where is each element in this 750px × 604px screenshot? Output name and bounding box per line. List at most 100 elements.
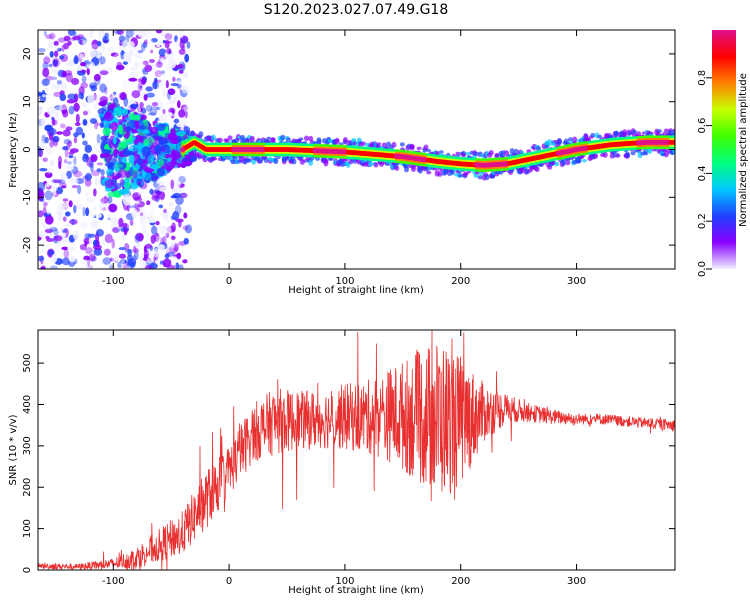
spectrogram-noise-blob	[87, 108, 92, 115]
spectrogram-noise-blob	[49, 265, 58, 269]
colorbar-label: Normalized spectral amplitude	[738, 73, 749, 227]
spectrogram-noise-blob	[141, 62, 146, 70]
spectrogram-noise-blob	[53, 44, 61, 51]
spectrogram-noise-blob	[159, 113, 168, 122]
spectrogram-noise-blob	[118, 45, 124, 51]
spectrogram-noise-blob	[164, 138, 171, 144]
spectrogram-noise-blob	[156, 167, 166, 177]
spectrogram-noise-blob	[54, 64, 59, 75]
spectrogram-noise-blob	[45, 235, 50, 240]
spectrogram-halo	[625, 151, 631, 158]
spectrogram-noise-blob	[41, 265, 46, 269]
spectrogram-halo	[342, 137, 348, 144]
spectrogram-noise-blob	[149, 59, 155, 64]
spectrogram-halo	[212, 157, 218, 161]
spectrogram-noise-blob	[128, 154, 135, 164]
spectrogram-noise-blob	[90, 213, 96, 218]
spectrogram-noise-blob	[71, 218, 75, 226]
spectrogram-noise-blob	[115, 64, 125, 71]
spectrogram-noise-blob	[65, 126, 73, 131]
spectrogram-noise-blob	[181, 37, 188, 44]
figure-title: S120.2023.027.07.49.G18	[264, 2, 449, 18]
spectrogram-noise-blob	[44, 215, 54, 225]
spectrogram-noise-blob	[116, 30, 124, 36]
spectrogram-noise-blob	[64, 148, 69, 158]
spectrogram-noise-blob	[177, 264, 184, 269]
spectrogram-halo	[249, 138, 255, 142]
spectrogram-noise-blob	[154, 70, 163, 78]
spectrogram-noise-blob	[95, 213, 102, 219]
spectrogram-noise-blob	[138, 125, 148, 130]
spectrogram-noise-blob	[99, 198, 108, 203]
spectrogram-halo	[190, 153, 196, 157]
spectrogram-noise-blob	[96, 40, 102, 47]
spectrogram-noise-blob	[133, 248, 140, 254]
spectrogram-noise-blob	[147, 154, 155, 165]
spectrogram-noise-blob	[82, 206, 86, 217]
spectrogram-noise-blob	[93, 244, 102, 251]
spectrogram-noise-blob	[170, 241, 175, 249]
spectrogram-noise-blob	[95, 51, 102, 59]
spectrogram-halo	[438, 150, 444, 154]
spectrogram-noise-blob	[93, 188, 97, 197]
spectrogram-noise-blob	[63, 42, 69, 50]
spectrogram-noise-blob	[141, 165, 149, 170]
x-tick-label: 0	[226, 276, 232, 287]
colorbar-tick-label: 0.0	[697, 261, 708, 277]
spectrogram-noise-blob	[100, 169, 105, 176]
y-tick-label: -10	[22, 189, 33, 205]
spectrogram-noise-blob	[53, 235, 63, 242]
spectrogram-noise-blob	[62, 109, 69, 118]
spectrogram-noise-blob	[146, 200, 151, 206]
spectrogram-noise-blob	[105, 168, 114, 176]
spectrogram-noise-blob	[123, 228, 128, 236]
spectrogram-noise-blob	[61, 257, 71, 266]
spectrogram-noise-blob	[132, 245, 137, 254]
spectrogram-noise-blob	[113, 30, 122, 35]
spectrogram-noise-blob	[170, 179, 175, 190]
x-tick-label: 300	[567, 276, 586, 287]
spectrogram-noise-blob	[166, 186, 170, 195]
spectrogram-noise-blob	[107, 191, 117, 198]
spectrogram-noise-blob	[118, 118, 124, 125]
spectrogram-noise-blob	[147, 38, 153, 44]
spectrogram-noise-blob	[102, 36, 110, 44]
spectrogram-noise-blob	[164, 101, 171, 106]
spectrogram-noise-blob	[104, 179, 115, 189]
spectrogram-halo	[477, 175, 483, 180]
spectrogram-halo	[461, 152, 467, 158]
spectrogram-noise-blob	[82, 118, 88, 126]
spectrogram-halo	[561, 159, 567, 167]
spectrogram-halo	[488, 149, 494, 156]
spectrogram-noise-blob	[81, 222, 88, 227]
spectrogram-noise-blob	[174, 204, 182, 215]
spectrogram-noise-blob	[88, 253, 96, 262]
spectrogram-halo	[663, 128, 669, 133]
spectrogram-halo	[210, 134, 216, 141]
spectrogram-noise-blob	[118, 246, 127, 251]
spectrogram-noise-blob	[159, 190, 165, 201]
spectrogram-noise-blob	[99, 122, 104, 129]
spectrogram-noise-blob	[175, 218, 184, 223]
spectrogram-noise-blob	[44, 87, 50, 92]
spectrogram-noise-blob	[170, 195, 178, 199]
spectrogram-noise-blob	[81, 132, 85, 139]
spectrogram-halo	[423, 144, 429, 151]
spectrogram-noise-blob	[86, 61, 95, 70]
spectrogram-noise-blob	[110, 216, 119, 225]
spectrogram-noise-blob	[45, 92, 51, 100]
spectrogram-noise-blob	[179, 39, 185, 49]
spectrogram-noise-blob	[184, 224, 193, 234]
spectrogram-noise-blob	[183, 237, 189, 245]
spectrogram-noise-blob	[158, 48, 167, 57]
spectrogram-noise-blob	[56, 47, 62, 52]
spectrogram-noise-blob	[110, 52, 119, 57]
spectrogram-noise-blob	[152, 80, 158, 90]
spectrogram-halo	[373, 162, 379, 168]
spectrogram-noise-blob	[85, 262, 92, 269]
spectrogram-noise-blob	[165, 217, 169, 224]
spectrogram-noise-blob	[168, 201, 175, 208]
spectrogram-noise-blob	[142, 228, 147, 234]
spectrogram-noise-blob	[75, 113, 80, 124]
